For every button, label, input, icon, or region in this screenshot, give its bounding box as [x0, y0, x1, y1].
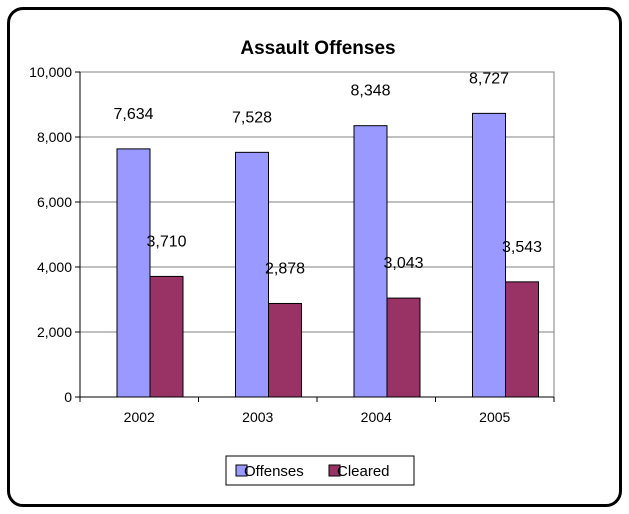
data-label-offenses-2002: 7,634 [113, 106, 153, 123]
bars [116, 112, 539, 398]
bar-cleared-2004 [386, 297, 421, 398]
x-tick-label: 2004 [361, 409, 392, 425]
legend-swatch-cleared [328, 464, 341, 477]
chart-title: Assault Offenses [240, 38, 395, 59]
legend-label-offenses: Offenses [244, 463, 304, 480]
legend-label-cleared: Cleared [337, 463, 390, 480]
bar-offenses-2003 [235, 151, 269, 398]
data-label-offenses-2005: 8,727 [469, 70, 509, 87]
y-tick-label: 8,000 [37, 129, 72, 145]
x-tick-label: 2005 [479, 409, 510, 425]
bar-offenses-2005 [472, 112, 506, 398]
data-label-cleared-2002: 3,710 [146, 233, 186, 250]
bar-cleared-2002 [149, 275, 184, 398]
data-label-offenses-2003: 7,528 [232, 109, 272, 126]
bar-cleared-2005 [505, 281, 539, 398]
data-labels: 7,634 3,710 7,528 2,878 8,348 3,043 8,727 3,543 [113, 70, 542, 277]
y-tick-label: 2,000 [37, 324, 72, 340]
bar-offenses-2004 [353, 125, 388, 398]
y-tick-label: 6,000 [37, 194, 72, 210]
y-tick-label: 0 [64, 389, 72, 405]
data-label-cleared-2005: 3,543 [502, 239, 542, 256]
x-tick-label: 2003 [242, 409, 273, 425]
y-tick-label: 4,000 [37, 259, 72, 275]
data-label-offenses-2004: 8,348 [350, 83, 390, 100]
x-tick-label: 2002 [124, 409, 155, 425]
legend-box [225, 455, 415, 486]
bar-cleared-2003 [268, 302, 302, 398]
legend: Offenses Cleared [225, 455, 415, 486]
data-label-cleared-2004: 3,043 [383, 255, 423, 272]
y-tick-label: 10,000 [29, 64, 72, 80]
bar-offenses-2002 [116, 148, 151, 398]
legend-swatch-offenses [235, 464, 248, 477]
data-label-cleared-2003: 2,878 [265, 260, 305, 277]
